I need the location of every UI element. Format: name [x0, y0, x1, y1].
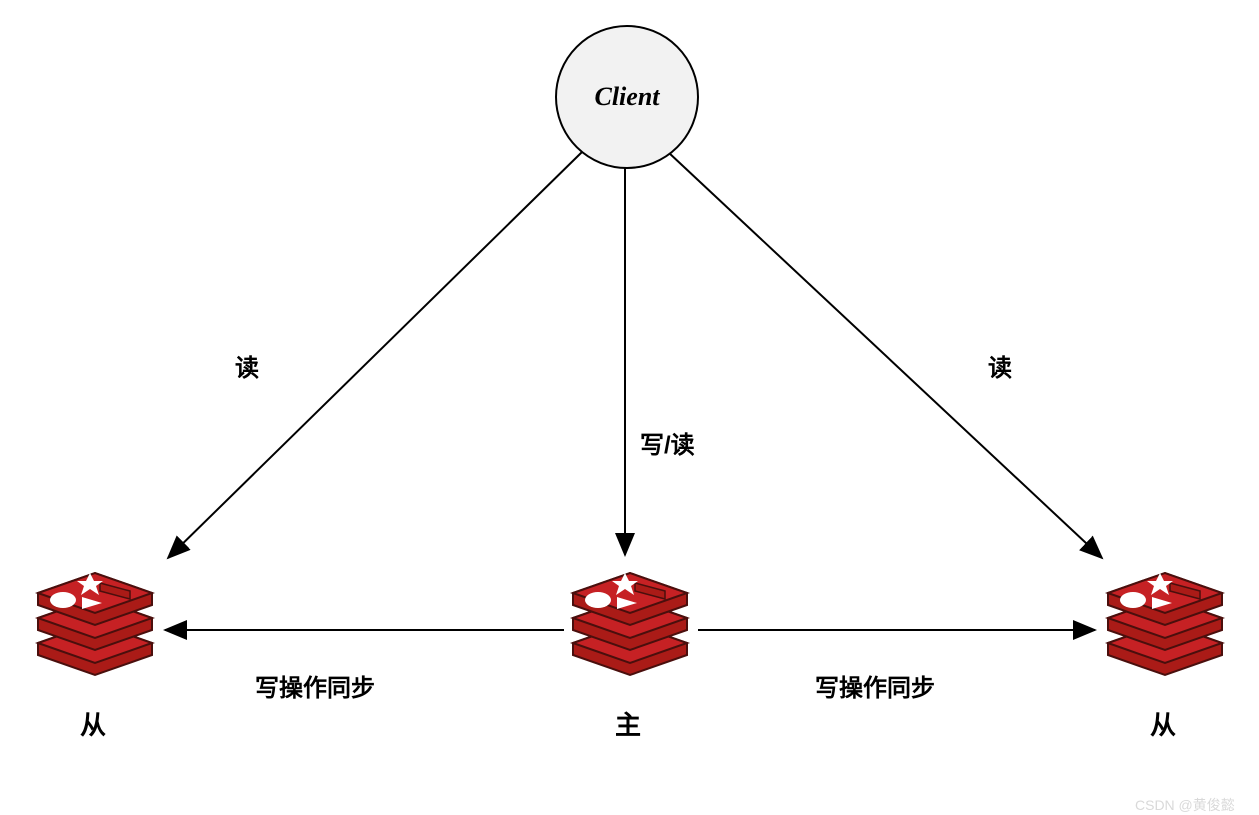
watermark-text: CSDN @黄俊懿 [1135, 797, 1235, 813]
edge-arrow [168, 152, 582, 558]
edge-label: 读 [235, 348, 259, 383]
edge-arrow [668, 152, 1102, 558]
redis-icon [30, 555, 160, 685]
node-label: 从 [80, 705, 106, 742]
edge-label: 写操作同步 [255, 668, 375, 703]
client-node: Client [555, 25, 699, 169]
node-label: 从 [1150, 705, 1176, 742]
client-label: Client [594, 82, 659, 112]
edge-label: 写操作同步 [815, 668, 935, 703]
diagram-canvas: Client 从 [0, 0, 1259, 814]
node-label: 主 [615, 705, 641, 742]
redis-icon [1100, 555, 1230, 685]
edge-label: 读 [988, 348, 1012, 383]
redis-icon [565, 555, 695, 685]
watermark: CSDN @黄俊懿 [1135, 795, 1235, 815]
edge-label: 写/读 [640, 425, 695, 460]
